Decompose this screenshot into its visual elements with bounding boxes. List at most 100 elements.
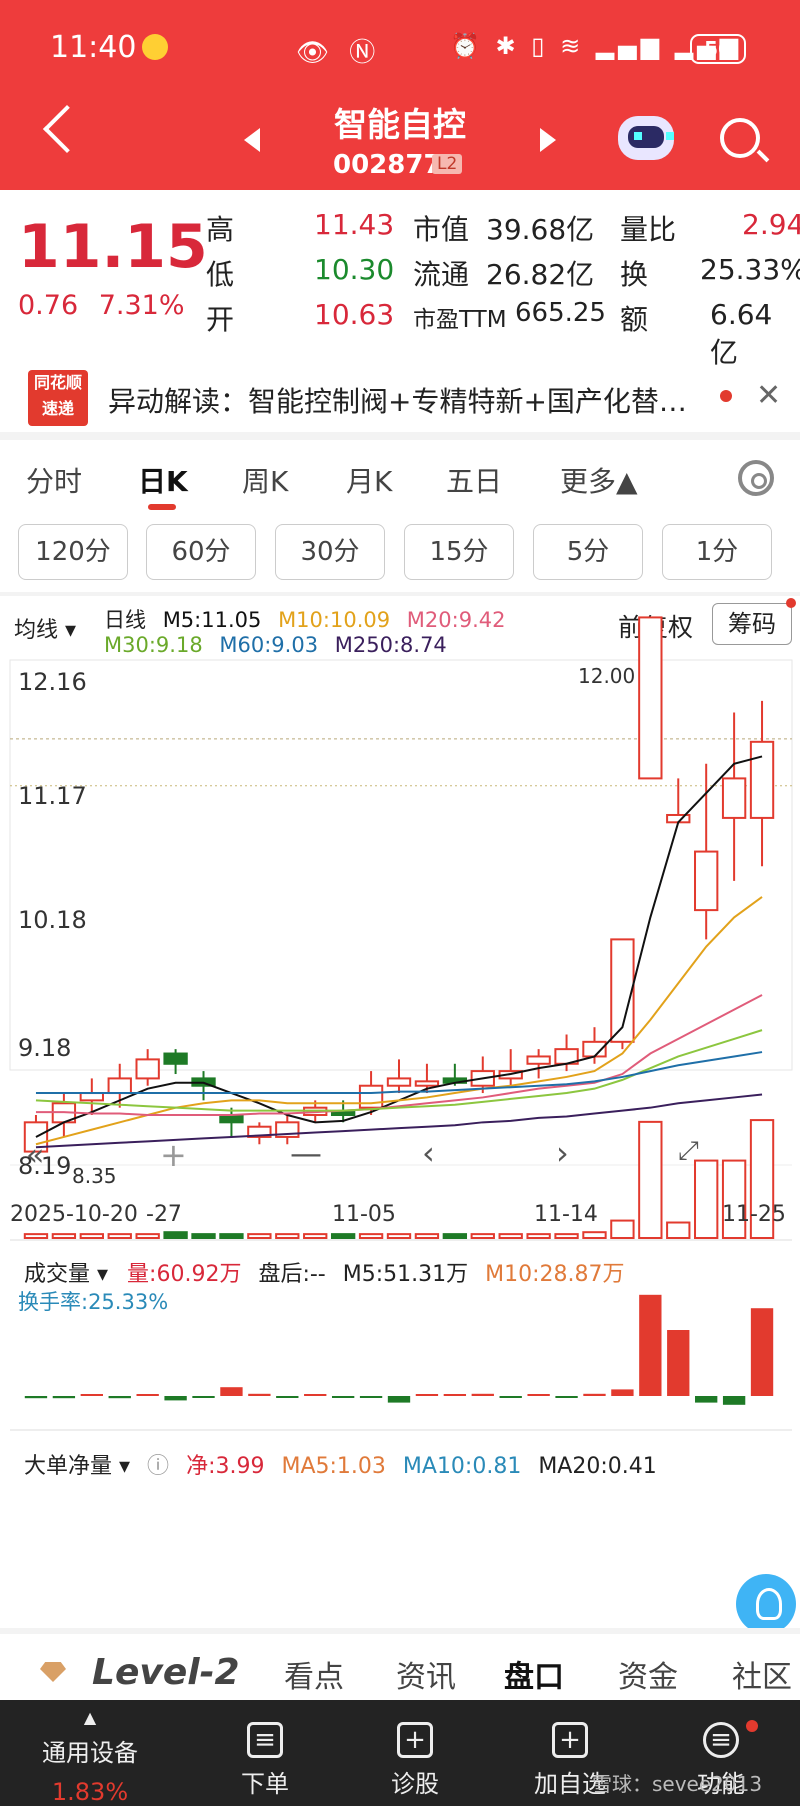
- nav-add-watch[interactable]: + 加自选: [520, 1700, 620, 1799]
- ma-line-m10: [35, 896, 763, 1146]
- nav-functions[interactable]: ≡ 功能: [676, 1700, 766, 1799]
- nav-diagnose[interactable]: + 诊股: [370, 1700, 460, 1799]
- scroll-left-icon[interactable]: ‹: [422, 1134, 435, 1172]
- ma10-value: MA10:0.81: [402, 1454, 522, 1479]
- volume-bar: [191, 1233, 216, 1239]
- settings-icon[interactable]: [738, 460, 774, 496]
- turnover-label: 换: [620, 258, 649, 291]
- level2-label[interactable]: Level-2: [92, 1652, 240, 1693]
- assistant-robot-icon[interactable]: [618, 116, 674, 160]
- period-120min[interactable]: 120分: [18, 524, 128, 580]
- m5-value: M5:11.05: [162, 608, 262, 632]
- order-dropdown[interactable]: 大单净量: [24, 1454, 113, 1479]
- unread-dot: [720, 390, 732, 402]
- kline-chart[interactable]: [0, 560, 800, 1650]
- candle-body: [163, 1052, 188, 1065]
- tab-funds[interactable]: 资金: [618, 1660, 678, 1695]
- ma20-value: MA20:0.41: [538, 1454, 657, 1479]
- candle-body: [219, 1113, 244, 1124]
- volume-bar: [749, 1119, 775, 1240]
- scroll-right-icon[interactable]: ›: [556, 1134, 569, 1172]
- sector-item[interactable]: ▲ 通用设备 1.83%: [30, 1700, 150, 1806]
- order-net-bar: [52, 1396, 76, 1399]
- tab-intraday[interactable]: 分时: [26, 465, 83, 498]
- zoom-in-icon[interactable]: +: [160, 1136, 187, 1174]
- volume-bar: [694, 1159, 719, 1239]
- period-15min[interactable]: 15分: [404, 524, 514, 580]
- period-60min[interactable]: 60分: [146, 524, 256, 580]
- candle-body: [135, 1058, 160, 1080]
- order-net-bar: [639, 1294, 662, 1396]
- zoom-out-icon[interactable]: —: [290, 1134, 322, 1172]
- volume-bar: [442, 1233, 468, 1239]
- candle-body: [721, 777, 747, 819]
- price-tick-5: 8.19: [18, 1152, 72, 1180]
- date-tick-4: 11-14: [534, 1202, 598, 1227]
- change-pct: 7.31%: [98, 290, 185, 321]
- order-net-bar: [471, 1393, 494, 1396]
- tab-weekly-k[interactable]: 周K: [242, 465, 289, 498]
- help-icon[interactable]: ⓘ: [147, 1454, 170, 1479]
- next-stock-icon[interactable]: [540, 128, 556, 152]
- tab-five-day[interactable]: 五日: [446, 465, 503, 498]
- tab-community[interactable]: 社区: [732, 1660, 792, 1695]
- volume-bar: [666, 1221, 691, 1239]
- date-tick-5: 11-25: [722, 1202, 786, 1227]
- status-time: 11:40: [50, 30, 137, 65]
- chip-button[interactable]: 筹码: [712, 603, 792, 645]
- order-net-bar: [164, 1396, 187, 1401]
- period-1min[interactable]: 1分: [662, 524, 772, 580]
- volume-bar: [135, 1233, 160, 1239]
- tab-orderbook[interactable]: 盘口: [504, 1660, 564, 1695]
- news-banner[interactable]: 同花顺 速递 异动解读：智能控制阀+专精特新+国产化替…: [0, 360, 800, 432]
- period-30min[interactable]: 30分: [275, 524, 385, 580]
- tab-more[interactable]: 更多▲: [560, 465, 638, 498]
- prev-stock-icon[interactable]: [244, 128, 260, 152]
- search-icon[interactable]: [720, 118, 760, 158]
- tab-news[interactable]: 资讯: [396, 1660, 456, 1695]
- order-net-bar: [331, 1396, 355, 1398]
- tab-monthly-k[interactable]: 月K: [346, 465, 393, 498]
- bottom-navbar: ▲ 通用设备 1.83% ≡ 下单 + 诊股 + 加自选 ≡ 功能 雪球：sev…: [0, 1700, 800, 1806]
- price-tick-2: 11.17: [18, 782, 87, 810]
- volume-dropdown[interactable]: 成交量: [24, 1262, 91, 1287]
- low-value: 10.30: [314, 253, 395, 286]
- tab-daily-k[interactable]: 日K: [138, 465, 188, 498]
- tonghuashun-logo: 同花顺 速递: [28, 370, 88, 426]
- volume-bar: [526, 1233, 551, 1239]
- order-net-bar: [248, 1393, 271, 1396]
- candle-body: [107, 1077, 132, 1095]
- candle-body: [414, 1080, 440, 1087]
- tab-highlights[interactable]: 看点: [284, 1660, 344, 1695]
- order-net-bar: [695, 1396, 718, 1403]
- logo-bottom-text: 速递: [41, 399, 74, 418]
- logo-top-text: 同花顺: [33, 373, 82, 392]
- volume-bar: [470, 1233, 495, 1239]
- volume-bar: [107, 1233, 132, 1239]
- period-5min[interactable]: 5分: [533, 524, 643, 580]
- pe-label: 市盈TTM: [413, 307, 507, 333]
- net-value: 净:3.99: [186, 1454, 265, 1479]
- function-notify-dot: [746, 1720, 758, 1732]
- order-net-bar: [359, 1396, 383, 1398]
- max-price-label: 12.00: [578, 664, 636, 688]
- ma-row-1: 日线 M5:11.05 M10:10.09 M20:9.42: [104, 604, 505, 634]
- volume-bar: [163, 1231, 188, 1239]
- ma-dropdown[interactable]: 均线 ▾: [14, 618, 77, 643]
- date-tick-2: -27: [146, 1202, 182, 1227]
- float-value: 26.82亿: [486, 258, 595, 291]
- open-value: 10.63: [314, 298, 395, 331]
- add-icon: +: [552, 1722, 588, 1758]
- nav-order[interactable]: ≡ 下单: [220, 1700, 310, 1799]
- stock-code: 002877: [333, 150, 442, 180]
- close-icon[interactable]: ✕: [756, 378, 782, 413]
- lightbulb-icon[interactable]: [736, 1574, 796, 1634]
- volume-bar: [721, 1159, 747, 1239]
- volume-bar: [275, 1233, 300, 1239]
- fullscreen-icon[interactable]: ⤢: [678, 1136, 699, 1166]
- active-tab-indicator: [148, 504, 176, 510]
- candle-body: [749, 740, 775, 819]
- order-net-bar: [80, 1394, 103, 1396]
- zoom-out-left-icon[interactable]: «: [26, 1138, 45, 1173]
- ma-row-2: M30:9.18 M60:9.03 M250:8.74: [104, 633, 447, 657]
